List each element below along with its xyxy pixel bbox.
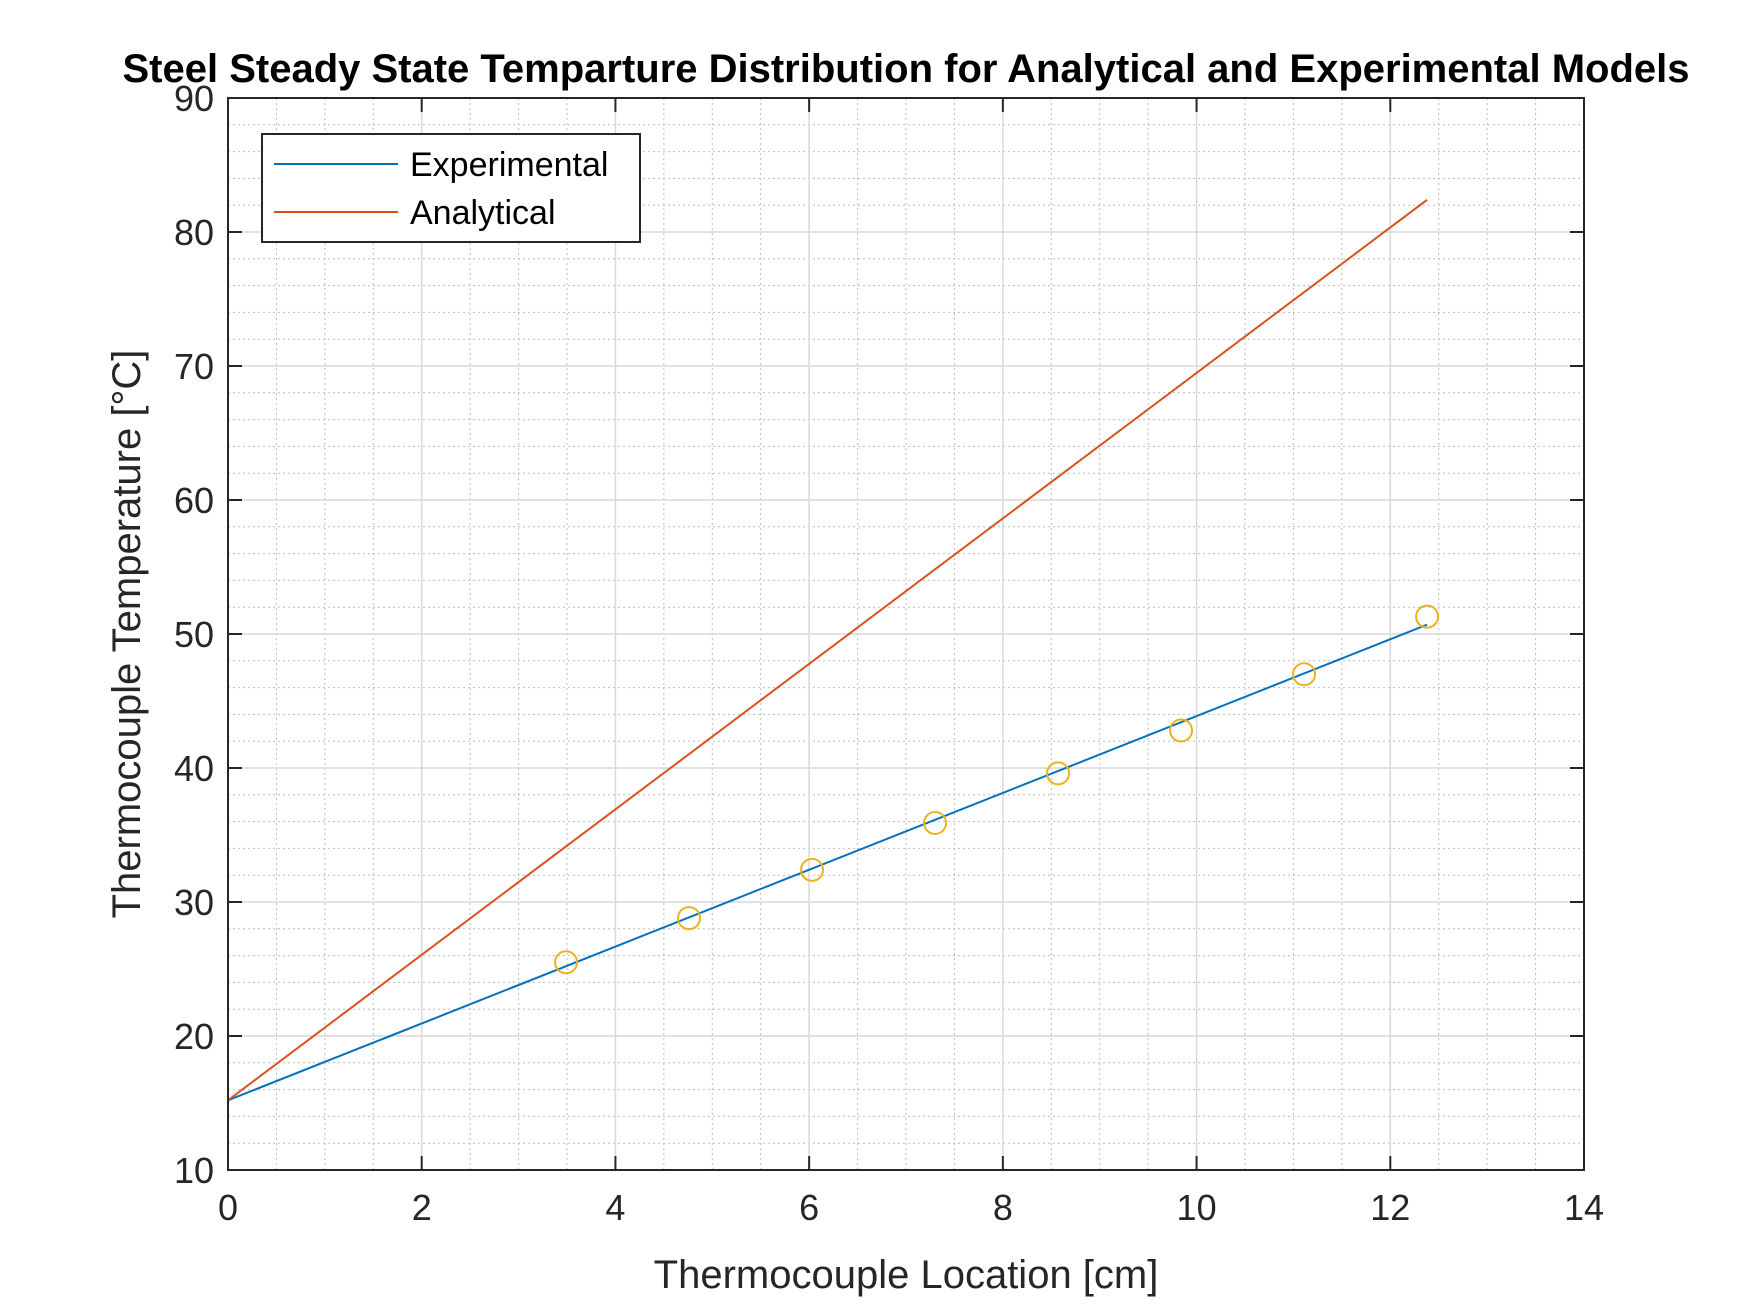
x-axis-label: Thermocouple Location [cm] bbox=[654, 1253, 1159, 1297]
x-tick-label: 0 bbox=[218, 1187, 238, 1228]
series-line-experimental bbox=[227, 623, 1428, 1102]
y-axis-label: Thermocouple Temperature [°C] bbox=[105, 350, 149, 919]
data-point-marker bbox=[554, 950, 579, 975]
legend-box bbox=[261, 133, 641, 243]
y-tick-label: 20 bbox=[174, 1016, 214, 1057]
y-tick-label: 50 bbox=[174, 614, 214, 655]
y-tick-label: 70 bbox=[174, 346, 214, 387]
legend-label-experimental: Experimental bbox=[410, 146, 608, 184]
data-point-marker bbox=[677, 906, 702, 931]
y-tick-label: 80 bbox=[174, 212, 214, 253]
legend-label-analytical: Analytical bbox=[410, 194, 556, 232]
data-point-marker bbox=[1046, 761, 1071, 786]
x-tick-label: 8 bbox=[993, 1187, 1013, 1228]
x-tick-label: 10 bbox=[1177, 1187, 1217, 1228]
y-tick-label: 30 bbox=[174, 882, 214, 923]
data-point-marker bbox=[1292, 662, 1317, 687]
data-point-marker bbox=[800, 857, 825, 882]
y-tick-label: 10 bbox=[174, 1150, 214, 1191]
tick-marks bbox=[227, 97, 1585, 1171]
x-tick-label: 12 bbox=[1370, 1187, 1410, 1228]
chart-title: Steel Steady State Temparture Distributi… bbox=[122, 47, 1689, 91]
y-tick-label: 60 bbox=[174, 480, 214, 521]
x-tick-label: 6 bbox=[799, 1187, 819, 1228]
x-tick-label: 2 bbox=[412, 1187, 432, 1228]
y-tick-label: 40 bbox=[174, 748, 214, 789]
y-tick-label: 90 bbox=[174, 78, 214, 119]
tick-labels: 0 2 4 6 8 10 12 14 10 20 30 40 50 60 70 80 90 bbox=[174, 78, 1604, 1228]
legend: Experimental Analytical bbox=[261, 133, 641, 243]
x-tick-label: 4 bbox=[605, 1187, 625, 1228]
series-layer bbox=[227, 199, 1440, 1102]
data-point-marker bbox=[1415, 604, 1440, 629]
series-line-analytical bbox=[227, 199, 1428, 1102]
x-tick-label: 14 bbox=[1564, 1187, 1604, 1228]
data-point-marker bbox=[1169, 718, 1194, 743]
data-point-marker bbox=[923, 810, 948, 835]
